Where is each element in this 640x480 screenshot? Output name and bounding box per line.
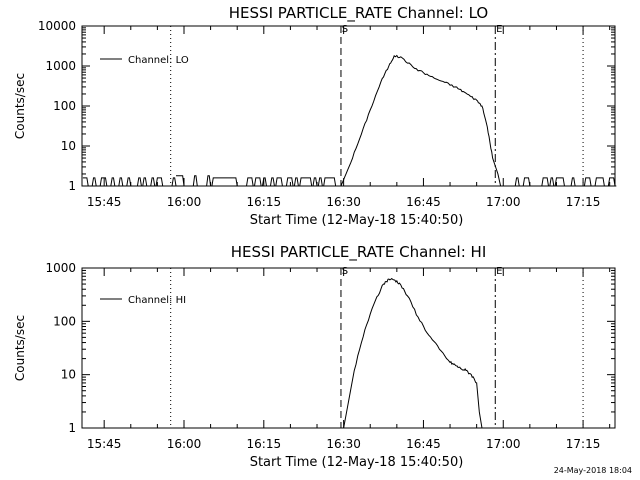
- y-tick-label: 100: [53, 99, 76, 113]
- marker-label: E: [496, 24, 502, 35]
- y-axis-label: Counts/sec: [13, 73, 27, 139]
- x-tick-label: 16:30: [326, 195, 361, 209]
- plot-frame: [81, 25, 616, 187]
- marker-label: S: [342, 24, 348, 35]
- x-tick-label: 16:45: [406, 195, 441, 209]
- y-tick-label: 1000: [45, 261, 76, 275]
- series-line: [340, 54, 502, 187]
- series-line: [343, 277, 483, 429]
- x-tick-label: 17:15: [566, 195, 601, 209]
- x-tick-label: 16:15: [247, 437, 282, 451]
- marker-label: S: [342, 266, 348, 277]
- panel-lo: HESSI PARTICLE_RATE Channel: LO Start Tim…: [13, 4, 617, 228]
- marker-label: E: [496, 266, 502, 277]
- timestamp: 24-May-2018 18:04: [553, 466, 632, 475]
- plot-frame: [81, 267, 616, 429]
- series-baseline-noise: [82, 177, 178, 187]
- y-tick-label: 1: [68, 421, 76, 435]
- panel-hi: HESSI PARTICLE_RATE Channel: HI Start Tim…: [13, 243, 616, 470]
- x-tick-label: 17:00: [486, 195, 521, 209]
- x-tick-label: 16:00: [167, 195, 202, 209]
- legend-entry: Channel: LO: [128, 55, 189, 66]
- series-baseline-noise: [500, 177, 617, 187]
- x-tick-label: 16:00: [167, 437, 202, 451]
- y-tick-label: 10: [61, 139, 76, 153]
- y-tick-label: 1: [68, 179, 76, 193]
- series-baseline-noise: [210, 177, 343, 187]
- x-axis-label: Start Time (12-May-18 15:40:50): [250, 455, 464, 470]
- chart-title: HESSI PARTICLE_RATE Channel: LO: [229, 4, 488, 23]
- x-tick-label: 17:15: [566, 437, 601, 451]
- x-tick-label: 16:30: [326, 437, 361, 451]
- y-tick-label: 1000: [45, 59, 76, 73]
- y-tick-label: 100: [53, 314, 76, 328]
- x-tick-label: 16:15: [247, 195, 282, 209]
- chart-title: HESSI PARTICLE_RATE Channel: HI: [231, 243, 487, 262]
- series-baseline-noise: [176, 175, 212, 187]
- y-axis-label: Counts/sec: [13, 315, 27, 381]
- x-tick-label: 15:45: [87, 195, 122, 209]
- x-axis-label: Start Time (12-May-18 15:40:50): [250, 213, 464, 228]
- y-tick-label: 10000: [38, 19, 76, 33]
- x-tick-label: 16:45: [406, 437, 441, 451]
- x-tick-label: 15:45: [87, 437, 122, 451]
- y-tick-label: 10: [61, 368, 76, 382]
- legend-entry: Channel: HI: [128, 295, 186, 306]
- x-tick-label: 17:00: [486, 437, 521, 451]
